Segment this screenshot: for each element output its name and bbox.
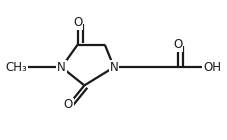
- Text: O: O: [73, 16, 82, 29]
- Text: N: N: [57, 61, 66, 74]
- Text: O: O: [173, 38, 182, 51]
- Text: O: O: [64, 99, 73, 111]
- Text: N: N: [109, 61, 118, 74]
- Text: OH: OH: [202, 61, 220, 74]
- Text: CH₃: CH₃: [6, 61, 27, 74]
